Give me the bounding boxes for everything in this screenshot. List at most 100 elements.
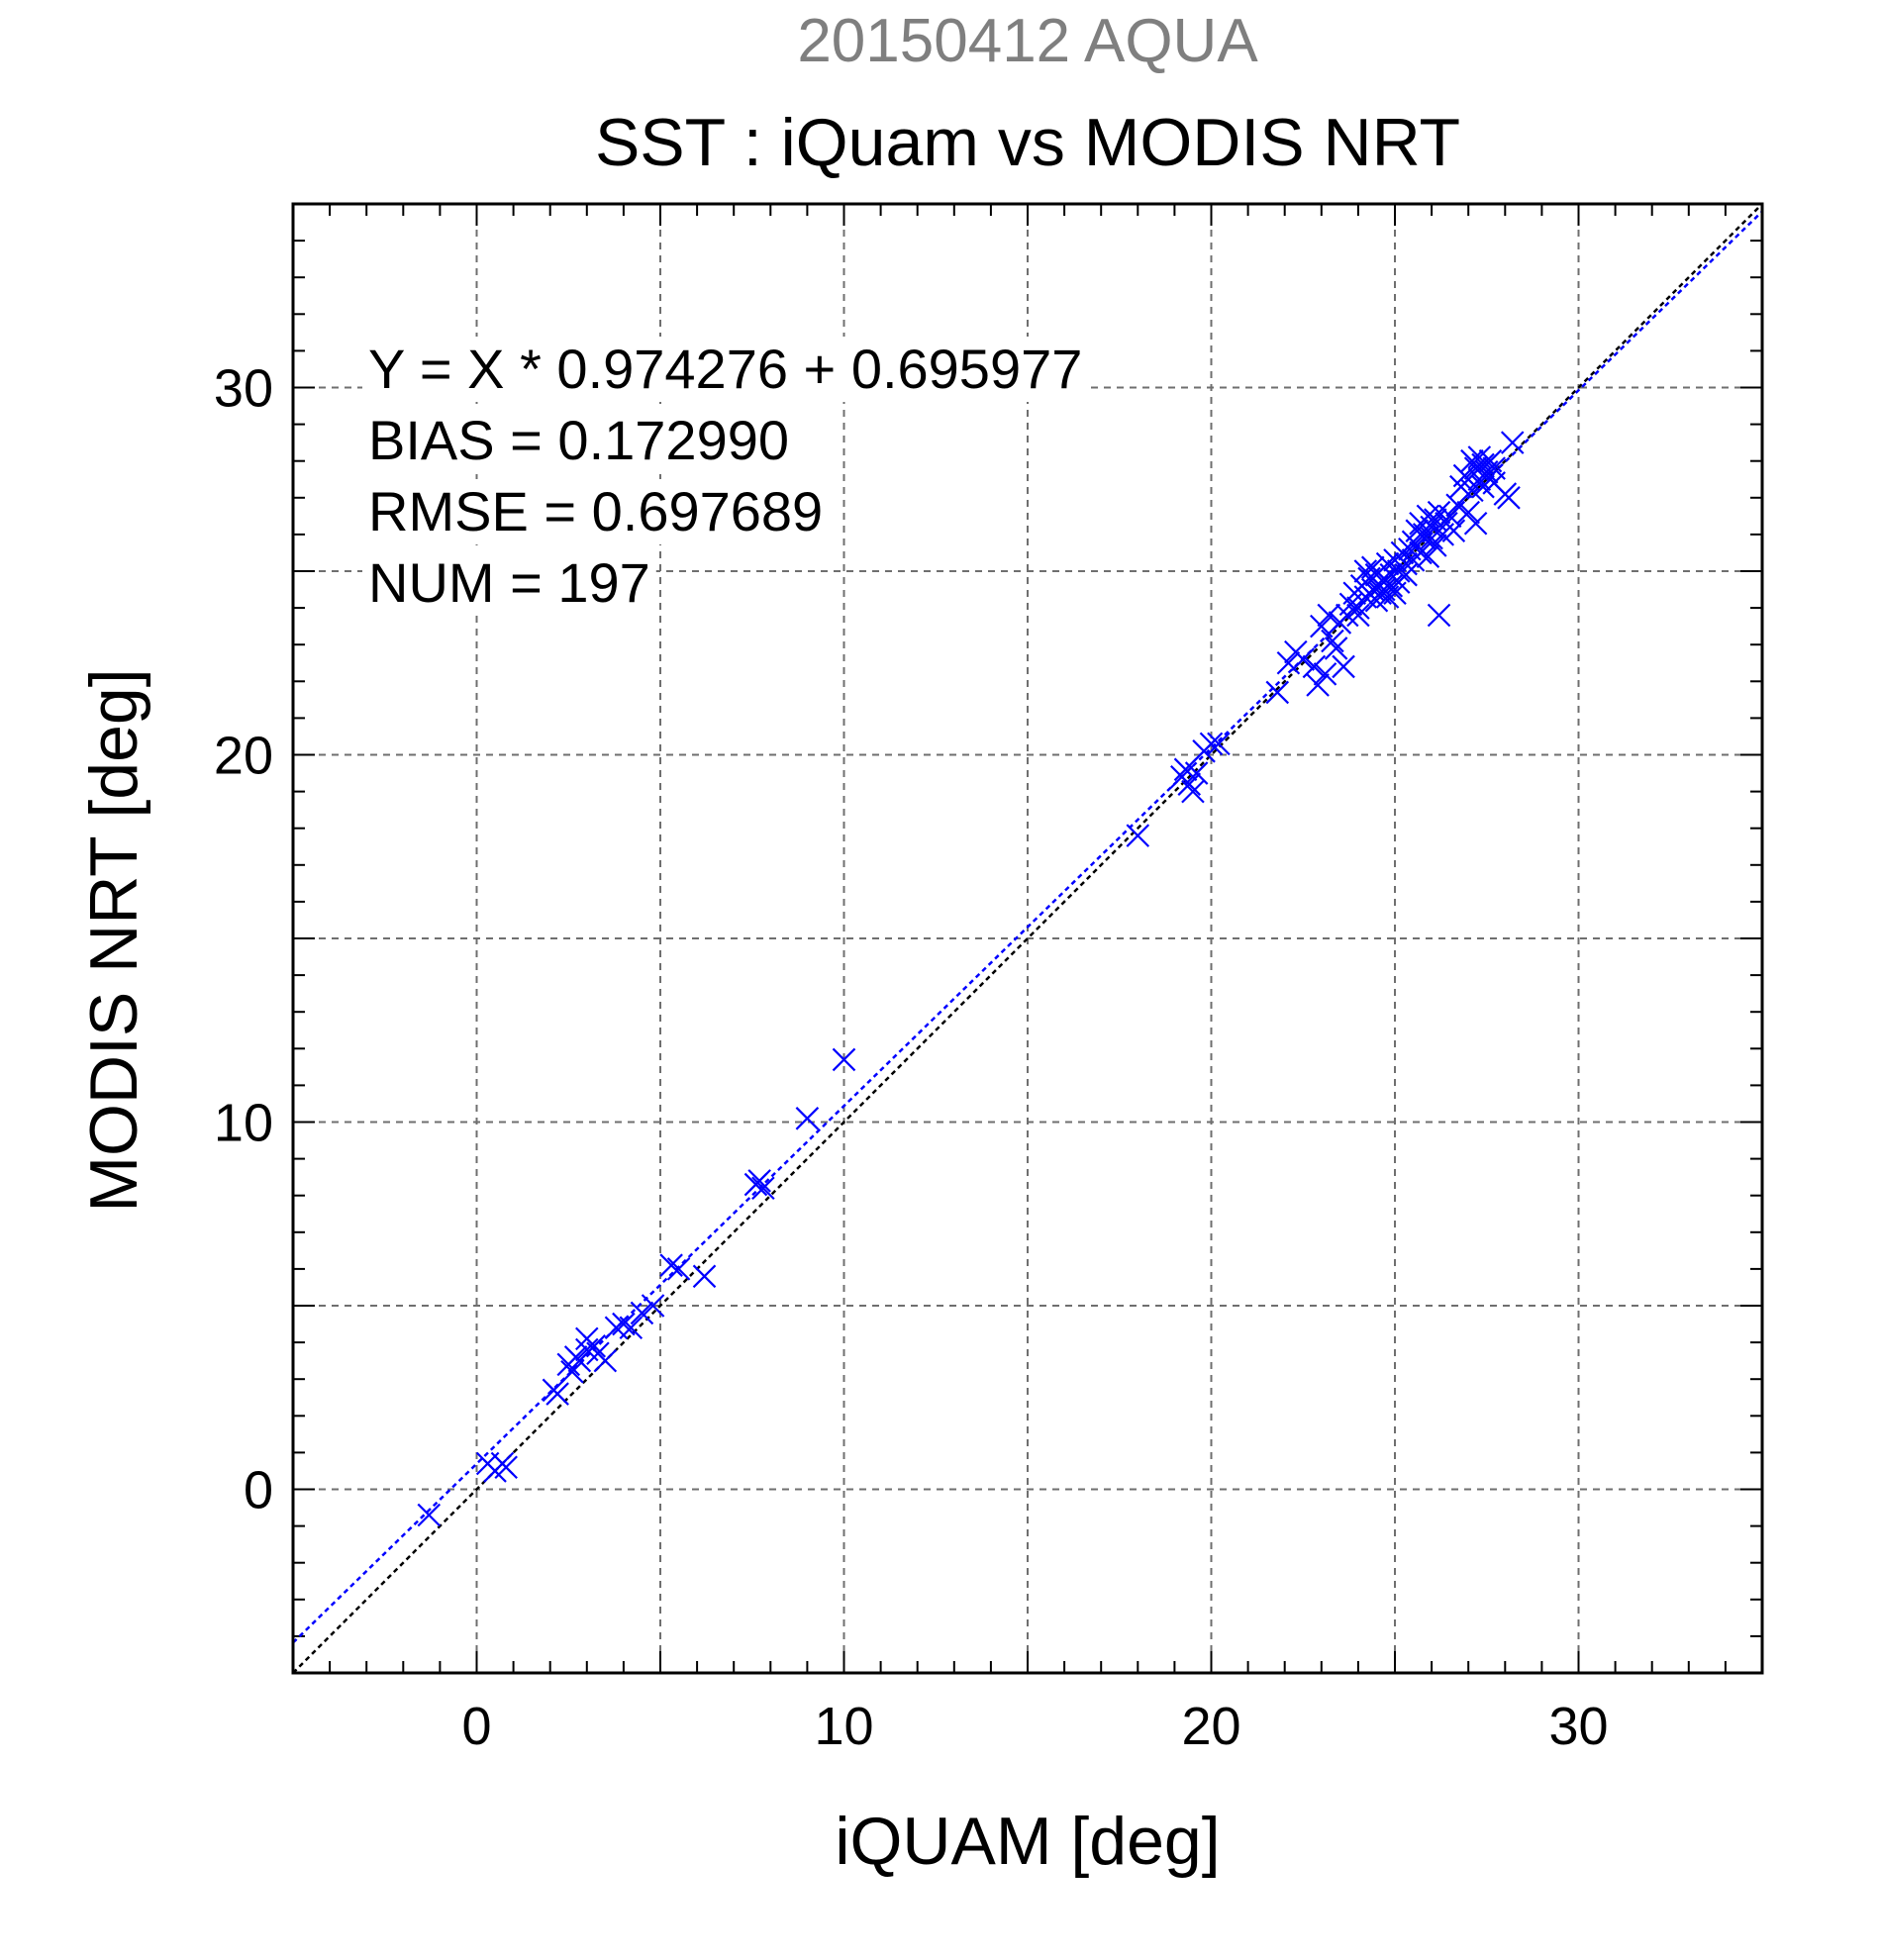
chart-subtitle: 20150412 AQUA <box>797 7 1258 75</box>
data-point-stroke <box>1409 540 1433 565</box>
data-point-stroke <box>1420 515 1443 539</box>
data-point <box>1181 779 1205 804</box>
data-point <box>494 1455 518 1480</box>
data-point <box>1409 540 1433 565</box>
data-point-stroke <box>1302 654 1327 679</box>
data-point-stroke <box>1346 596 1370 620</box>
data-point-stroke <box>1317 603 1340 628</box>
data-point-stroke <box>1184 761 1209 785</box>
axis-ticks <box>293 204 1762 1673</box>
data-point <box>619 1316 644 1340</box>
data-point <box>1265 680 1290 705</box>
y-tick-label: 20 <box>214 727 273 786</box>
data-point <box>1394 562 1418 587</box>
data-point <box>1427 603 1451 628</box>
data-point-stroke <box>1424 508 1447 532</box>
x-tick-label: 30 <box>1548 1697 1608 1756</box>
data-point <box>641 1294 665 1318</box>
data-point <box>1437 504 1462 529</box>
data-point <box>1412 526 1436 550</box>
data-point-stroke <box>751 1176 775 1201</box>
annotation-line: NUM = 197 <box>368 551 650 614</box>
data-point <box>560 1360 584 1384</box>
data-point-stroke <box>1173 757 1198 782</box>
data-point <box>1379 574 1404 598</box>
x-tick-label: 0 <box>461 1697 491 1756</box>
data-point-stroke <box>1412 526 1436 550</box>
data-point <box>1456 500 1480 525</box>
annotation-line: RMSE = 0.697689 <box>368 480 823 542</box>
annotation-background <box>362 408 796 473</box>
data-point <box>1346 603 1370 628</box>
data-point-stroke <box>545 1382 569 1406</box>
data-point <box>1420 515 1443 539</box>
data-point <box>1497 486 1521 510</box>
data-point <box>692 1264 717 1289</box>
data-point <box>593 1348 618 1373</box>
data-point <box>1321 629 1344 653</box>
data-point-stroke <box>692 1264 717 1289</box>
data-point-stroke <box>1375 551 1400 576</box>
data-point-stroke <box>1276 650 1301 675</box>
data-point <box>1313 662 1337 686</box>
data-point-stroke <box>1346 603 1370 628</box>
data-point-stroke <box>1394 551 1418 576</box>
data-point-stroke <box>1478 448 1503 473</box>
data-point-stroke <box>1332 654 1355 679</box>
data-point <box>1177 772 1202 796</box>
data-point-stroke <box>1471 452 1495 477</box>
data-point <box>630 1301 654 1325</box>
annotation-background <box>362 479 830 544</box>
data-point-stroke <box>1313 662 1337 686</box>
data-point-stroke <box>1321 629 1344 653</box>
data-point <box>795 1107 820 1130</box>
data-point-stroke <box>1126 824 1150 847</box>
data-point <box>1416 544 1440 568</box>
plot-frame <box>291 202 1764 1675</box>
data-point-stroke <box>666 1257 691 1281</box>
data-point <box>1332 654 1355 679</box>
data-point-stroke <box>1427 500 1451 525</box>
data-point-stroke <box>1310 614 1334 638</box>
data-point <box>1394 551 1418 576</box>
data-point <box>582 1334 606 1358</box>
data-point-stroke <box>575 1337 599 1362</box>
data-point <box>1317 603 1340 628</box>
tick-labels: 0 10 20 30 0 10 20 30 <box>214 359 1609 1757</box>
data-point <box>1424 534 1447 557</box>
data-point-stroke <box>1372 577 1396 602</box>
data-point-stroke <box>1177 772 1202 796</box>
data-point <box>1482 456 1506 480</box>
data-point-stroke <box>1460 448 1484 473</box>
data-point-stroke <box>1360 555 1385 580</box>
x-tick-label: 10 <box>814 1697 873 1756</box>
data-point <box>659 1253 683 1277</box>
data-point <box>1184 761 1209 785</box>
data-point-stroke <box>417 1503 442 1527</box>
data-point <box>832 1047 856 1072</box>
data-points <box>417 431 1525 1527</box>
data-point-stroke <box>593 1348 618 1373</box>
data-point-stroke <box>1500 431 1525 454</box>
data-point-stroke <box>1291 647 1316 671</box>
y-tick-label: 0 <box>244 1461 273 1520</box>
data-point-stroke <box>1467 445 1492 469</box>
data-point <box>1306 673 1330 697</box>
data-point-stroke <box>1416 544 1440 568</box>
data-point-stroke <box>1379 574 1404 598</box>
chart-title: SST : iQuam vs MODIS NRT <box>595 105 1460 180</box>
data-point-stroke <box>1424 534 1447 557</box>
data-point-stroke <box>494 1455 518 1480</box>
data-point <box>612 1312 636 1336</box>
data-point-stroke <box>1207 732 1231 756</box>
data-point <box>1291 647 1316 671</box>
data-point-stroke <box>1497 486 1521 510</box>
data-point <box>1207 732 1231 756</box>
data-point-stroke <box>1181 779 1205 804</box>
data-point-stroke <box>1265 680 1290 705</box>
data-point <box>1302 654 1327 679</box>
data-point-stroke <box>1456 500 1480 525</box>
y-tick-label: 10 <box>214 1094 273 1153</box>
data-point-stroke <box>795 1107 820 1130</box>
